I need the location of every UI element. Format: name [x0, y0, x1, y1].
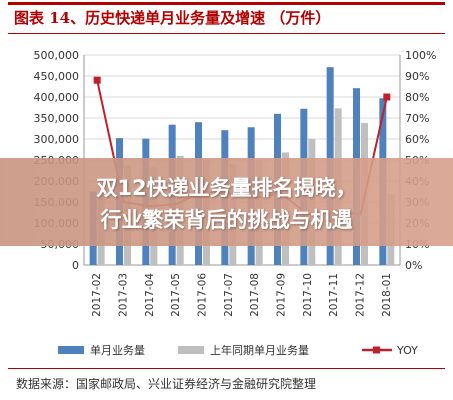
- y-left-tick-label: 0: [72, 259, 79, 272]
- source-note: 数据来源：国家邮政局、兴业证券经济与金融研究院整理: [16, 377, 317, 391]
- x-tick-label: 2018-01: [381, 273, 393, 317]
- x-tick-label: 2017-05: [170, 273, 182, 317]
- x-tick-label: 2017-12: [355, 273, 367, 317]
- banner-headline-line-1: 双12快递业务量排名揭晓，: [96, 176, 357, 200]
- legend-marker-yoy: [373, 346, 380, 354]
- x-tick-label: 2017-02: [91, 273, 103, 317]
- figure-title: 图表 14、历史快递单月业务量及增速 （万件）: [14, 9, 331, 27]
- legend-label-current: 单月业务量: [90, 344, 145, 357]
- x-tick-label: 2017-04: [144, 273, 156, 317]
- y-right-tick-label: 0%: [405, 259, 422, 272]
- x-tick-label: 2017-11: [328, 273, 340, 317]
- y-left-tick-label: 300,000: [34, 133, 80, 146]
- x-tick-label: 2017-10: [302, 273, 314, 317]
- y-right-tick-label: 60%: [405, 133, 429, 146]
- legend-label-previous: 上年同期单月业务量: [210, 343, 309, 357]
- y-left-tick-label: 350,000: [34, 112, 80, 125]
- yoy-marker: [383, 93, 391, 101]
- y-left-tick-label: 500,000: [34, 49, 80, 62]
- y-left-tick-label: 400,000: [34, 91, 80, 104]
- legend-label-yoy: YOY: [396, 344, 418, 357]
- y-right-tick-label: 70%: [405, 112, 429, 125]
- top-rule: [8, 2, 445, 5]
- legend-swatch-previous: [178, 346, 204, 354]
- x-tick-label: 2017-09: [276, 273, 288, 317]
- x-tick-label: 2017-06: [197, 273, 209, 317]
- y-right-tick-label: 80%: [405, 91, 429, 104]
- y-right-tick-label: 100%: [405, 49, 436, 62]
- y-left-tick-label: 450,000: [34, 70, 80, 83]
- y-right-tick-label: 90%: [405, 70, 429, 83]
- legend-swatch-current: [58, 346, 84, 354]
- x-tick-label: 2017-03: [118, 273, 130, 317]
- title-rule: [8, 33, 445, 34]
- bottom-rule: [8, 368, 445, 369]
- x-tick-label: 2017-08: [249, 273, 261, 317]
- yoy-marker: [93, 76, 101, 84]
- banner-headline-line-2: 行业繁荣背后的挑战与机遇: [100, 208, 353, 232]
- overlay-banner: [0, 158, 453, 246]
- x-tick-label: 2017-07: [223, 273, 235, 317]
